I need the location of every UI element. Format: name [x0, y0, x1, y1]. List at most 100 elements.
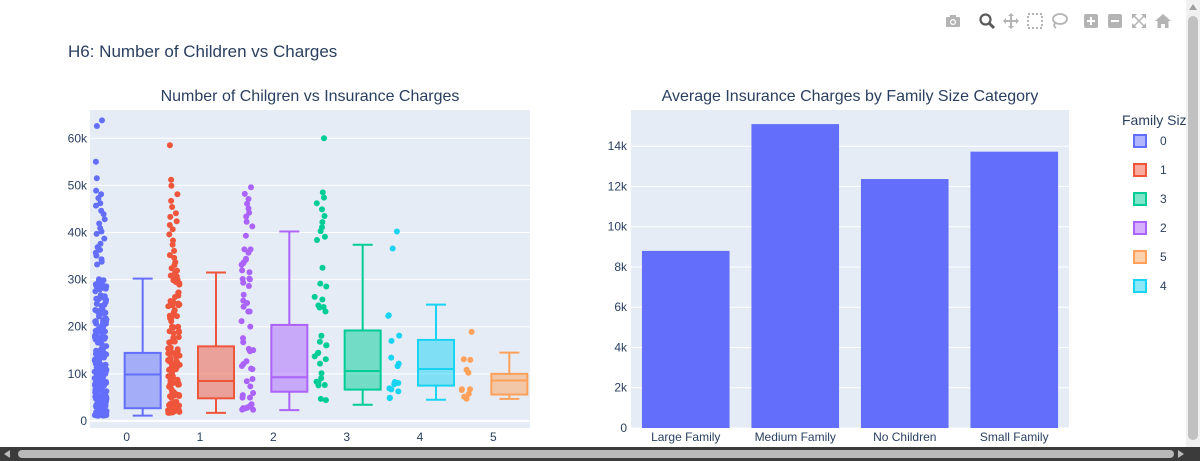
outlier-point-children-3[interactable] [319, 219, 326, 226]
outlier-point-children-0[interactable] [98, 258, 105, 265]
data-point-children-5[interactable] [467, 386, 473, 393]
data-point-children-0[interactable] [103, 296, 110, 303]
outlier-point-children-1[interactable] [172, 210, 179, 217]
data-point-children-4[interactable] [388, 354, 395, 361]
data-point-children-2[interactable] [245, 283, 252, 289]
autoscale-icon[interactable] [1130, 12, 1148, 30]
outlier-point-children-3[interactable] [319, 206, 325, 213]
outlier-point-children-0[interactable] [93, 252, 100, 259]
data-point-children-2[interactable] [240, 279, 247, 286]
horizontal-scrollbar-thumb[interactable] [18, 450, 1174, 458]
data-point-children-3[interactable] [318, 332, 325, 339]
data-point-children-2[interactable] [239, 267, 246, 274]
outlier-point-children-4[interactable] [393, 228, 400, 235]
data-point-children-1[interactable] [166, 328, 173, 335]
data-point-children-3[interactable] [323, 283, 330, 290]
data-point-children-5[interactable] [460, 356, 467, 363]
data-point-children-0[interactable] [100, 366, 107, 373]
outlier-point-children-1[interactable] [174, 191, 181, 198]
data-point-children-3[interactable] [317, 360, 323, 367]
data-point-children-1[interactable] [170, 405, 177, 412]
outlier-point-children-1[interactable] [168, 197, 175, 204]
zoom-out-icon[interactable] [1106, 12, 1124, 30]
outlier-point-children-0[interactable] [101, 235, 108, 242]
outlier-point-children-1[interactable] [168, 182, 175, 189]
vertical-scrollbar-thumb[interactable] [1188, 16, 1198, 440]
data-point-children-1[interactable] [165, 303, 172, 310]
data-point-children-0[interactable] [93, 371, 100, 378]
data-point-children-2[interactable] [246, 308, 253, 315]
box-iqr-children-3[interactable] [343, 329, 382, 391]
data-point-children-1[interactable] [175, 352, 182, 358]
outlier-point-children-0[interactable] [93, 230, 100, 237]
zoom-in-icon[interactable] [1082, 12, 1100, 30]
data-point-children-0[interactable] [103, 410, 110, 417]
data-point-children-0[interactable] [94, 297, 101, 304]
data-point-children-3[interactable] [315, 382, 322, 389]
data-point-children-1[interactable] [175, 334, 182, 341]
data-point-children-0[interactable] [96, 378, 103, 385]
box-plot-area[interactable] [90, 110, 530, 428]
data-point-children-4[interactable] [388, 386, 395, 393]
bar-no-children[interactable] [860, 179, 949, 428]
data-point-children-2[interactable] [242, 232, 249, 239]
box-iqr-children-1[interactable] [197, 345, 235, 400]
legend-swatch-0[interactable] [1133, 134, 1147, 148]
outlier-point-children-1[interactable] [166, 142, 173, 149]
data-point-children-0[interactable] [92, 318, 99, 325]
data-point-children-3[interactable] [319, 296, 326, 303]
data-point-children-1[interactable] [175, 381, 182, 388]
bar-medium-family[interactable] [751, 124, 840, 428]
data-point-children-3[interactable] [321, 382, 328, 388]
data-point-children-0[interactable] [103, 343, 110, 350]
data-point-children-2[interactable] [247, 383, 254, 390]
data-point-children-1[interactable] [172, 294, 178, 300]
data-point-children-1[interactable] [165, 350, 172, 357]
box-iqr-children-4[interactable] [417, 338, 455, 387]
outlier-point-children-4[interactable] [389, 245, 396, 252]
data-point-children-3[interactable] [316, 304, 323, 311]
data-point-children-2[interactable] [241, 246, 248, 253]
data-point-children-2[interactable] [247, 323, 254, 330]
legend-swatch-1[interactable] [1133, 163, 1147, 177]
data-point-children-0[interactable] [101, 335, 108, 342]
data-point-children-1[interactable] [172, 399, 178, 406]
zoom-icon[interactable] [978, 12, 996, 30]
data-point-children-3[interactable] [317, 280, 324, 287]
scroll-up-arrow-icon[interactable] [1189, 4, 1197, 10]
outlier-point-children-0[interactable] [96, 220, 103, 227]
data-point-children-2[interactable] [240, 335, 246, 342]
outlier-point-children-5[interactable] [468, 328, 475, 335]
outlier-point-children-2[interactable] [249, 223, 256, 230]
data-point-children-3[interactable] [319, 264, 326, 271]
outlier-point-children-1[interactable] [169, 241, 176, 248]
data-point-children-1[interactable] [168, 395, 175, 401]
outlier-point-children-2[interactable] [243, 218, 250, 225]
outlier-point-children-1[interactable] [173, 218, 180, 225]
data-point-children-5[interactable] [458, 387, 465, 393]
data-point-children-1[interactable] [175, 300, 182, 307]
data-point-children-3[interactable] [322, 308, 329, 315]
outlier-point-children-3[interactable] [321, 213, 328, 219]
outlier-point-children-1[interactable] [169, 226, 176, 233]
outlier-point-children-2[interactable] [245, 196, 252, 202]
outlier-point-children-1[interactable] [171, 247, 178, 254]
data-point-children-0[interactable] [93, 333, 100, 340]
data-point-children-2[interactable] [238, 318, 245, 325]
data-point-children-1[interactable] [166, 409, 173, 416]
data-point-children-1[interactable] [166, 312, 173, 319]
data-point-children-2[interactable] [238, 363, 245, 369]
data-point-children-0[interactable] [93, 282, 100, 289]
data-point-children-3[interactable] [314, 350, 321, 357]
outlier-point-children-1[interactable] [168, 176, 175, 183]
outlier-point-children-1[interactable] [166, 222, 173, 228]
data-point-children-3[interactable] [318, 375, 325, 382]
outlier-point-children-0[interactable] [101, 216, 108, 223]
outlier-point-children-1[interactable] [174, 267, 180, 274]
data-point-children-0[interactable] [92, 288, 99, 295]
data-point-children-0[interactable] [99, 329, 106, 336]
data-point-children-2[interactable] [240, 303, 247, 310]
data-point-children-0[interactable] [100, 319, 106, 326]
data-point-children-3[interactable] [317, 395, 324, 402]
data-point-children-1[interactable] [175, 290, 182, 296]
